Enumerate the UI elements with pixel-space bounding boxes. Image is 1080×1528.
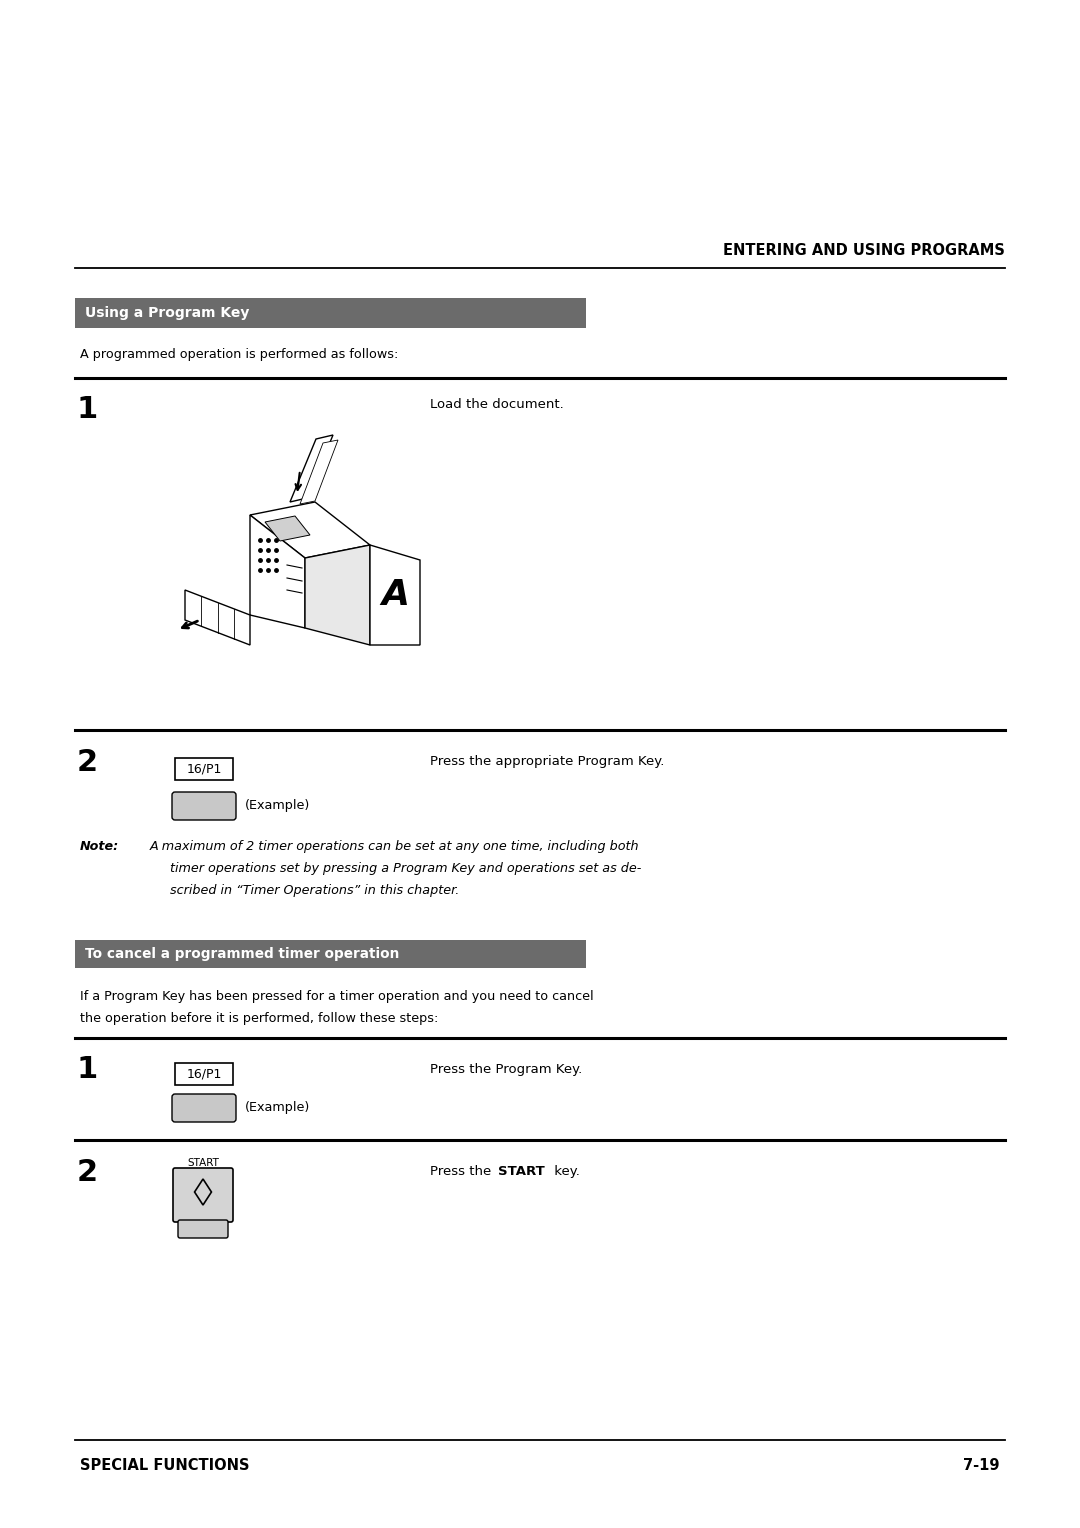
Text: A maximum of 2 timer operations can be set at any one time, including both: A maximum of 2 timer operations can be s… [150, 840, 639, 853]
Bar [175, 758, 233, 779]
Text: To cancel a programmed timer operation: To cancel a programmed timer operation [85, 947, 400, 961]
Polygon shape [249, 503, 370, 558]
Text: 16/P1: 16/P1 [187, 762, 221, 776]
Text: START: START [187, 1158, 219, 1167]
Text: 1: 1 [77, 1054, 98, 1083]
Polygon shape [370, 545, 420, 645]
Text: key.: key. [550, 1164, 580, 1178]
Text: 1: 1 [77, 396, 98, 423]
Text: the operation before it is performed, follow these steps:: the operation before it is performed, fo… [80, 1012, 438, 1025]
Text: A programmed operation is performed as follows:: A programmed operation is performed as f… [80, 348, 399, 361]
Text: Note:: Note: [80, 840, 119, 853]
Bar [75, 940, 586, 969]
Polygon shape [185, 590, 249, 645]
Text: (Example): (Example) [245, 1102, 310, 1114]
Polygon shape [249, 515, 305, 628]
Text: Using a Program Key: Using a Program Key [85, 306, 249, 319]
FancyBboxPatch shape [173, 1167, 233, 1222]
Text: A: A [381, 578, 409, 613]
Text: Press the: Press the [430, 1164, 496, 1178]
Polygon shape [291, 435, 333, 503]
Text: Press the appropriate Program Key.: Press the appropriate Program Key. [430, 755, 664, 769]
Text: If a Program Key has been pressed for a timer operation and you need to cancel: If a Program Key has been pressed for a … [80, 990, 594, 1002]
Text: (Example): (Example) [245, 799, 310, 813]
Text: timer operations set by pressing a Program Key and operations set as de-: timer operations set by pressing a Progr… [170, 862, 642, 876]
Text: ENTERING AND USING PROGRAMS: ENTERING AND USING PROGRAMS [724, 243, 1005, 258]
Text: Load the document.: Load the document. [430, 397, 564, 411]
Text: 7-19: 7-19 [963, 1458, 1000, 1473]
Text: START: START [498, 1164, 544, 1178]
Text: 2: 2 [77, 749, 98, 778]
Polygon shape [300, 440, 338, 504]
Polygon shape [265, 516, 310, 541]
Text: 16/P1: 16/P1 [187, 1068, 221, 1080]
Text: scribed in “Timer Operations” in this chapter.: scribed in “Timer Operations” in this ch… [170, 885, 459, 897]
Text: SPECIAL FUNCTIONS: SPECIAL FUNCTIONS [80, 1458, 249, 1473]
Text: 2: 2 [77, 1158, 98, 1187]
Bar [75, 298, 586, 329]
FancyBboxPatch shape [178, 1219, 228, 1238]
Text: Press the Program Key.: Press the Program Key. [430, 1063, 582, 1076]
Bar [175, 1063, 233, 1085]
Polygon shape [305, 545, 370, 645]
FancyBboxPatch shape [172, 1094, 237, 1122]
FancyBboxPatch shape [172, 792, 237, 821]
